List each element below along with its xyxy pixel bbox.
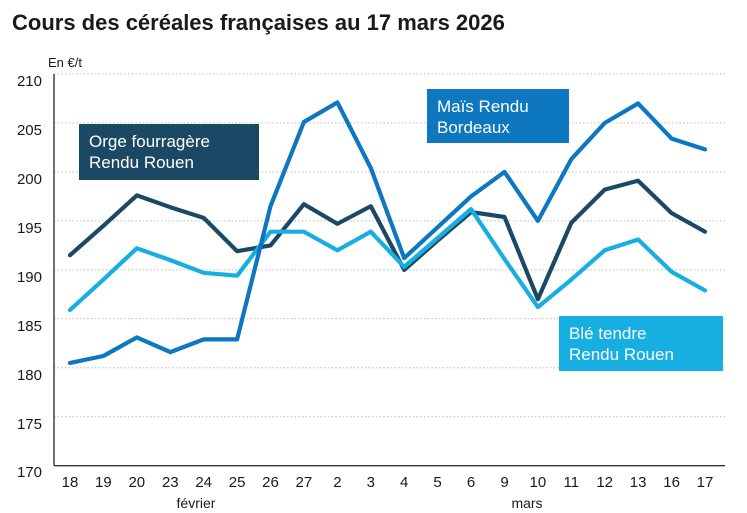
svg-text:12: 12 xyxy=(596,474,613,491)
svg-text:170: 170 xyxy=(17,464,42,481)
svg-text:20: 20 xyxy=(128,474,145,491)
svg-text:13: 13 xyxy=(630,474,647,491)
svg-text:10: 10 xyxy=(530,474,547,491)
svg-text:février: février xyxy=(177,495,216,511)
svg-text:9: 9 xyxy=(500,474,508,491)
svg-text:24: 24 xyxy=(195,474,212,491)
svg-text:195: 195 xyxy=(17,220,42,237)
svg-text:3: 3 xyxy=(367,474,375,491)
svg-text:mars: mars xyxy=(511,495,542,511)
svg-text:19: 19 xyxy=(95,474,112,491)
svg-text:2: 2 xyxy=(333,474,341,491)
svg-text:4: 4 xyxy=(400,474,408,491)
svg-text:6: 6 xyxy=(467,474,475,491)
svg-text:210: 210 xyxy=(17,73,42,90)
svg-text:180: 180 xyxy=(17,367,42,384)
svg-text:23: 23 xyxy=(162,474,179,491)
svg-text:5: 5 xyxy=(433,474,441,491)
svg-text:25: 25 xyxy=(229,474,246,491)
svg-text:200: 200 xyxy=(17,171,42,188)
svg-text:16: 16 xyxy=(663,474,680,491)
svg-text:190: 190 xyxy=(17,269,42,286)
svg-text:185: 185 xyxy=(17,318,42,335)
svg-text:17: 17 xyxy=(697,474,714,491)
svg-text:11: 11 xyxy=(564,474,580,491)
svg-text:18: 18 xyxy=(62,474,79,491)
svg-text:175: 175 xyxy=(17,416,42,433)
svg-text:27: 27 xyxy=(296,474,313,491)
svg-text:26: 26 xyxy=(262,474,279,491)
svg-text:205: 205 xyxy=(17,122,42,139)
